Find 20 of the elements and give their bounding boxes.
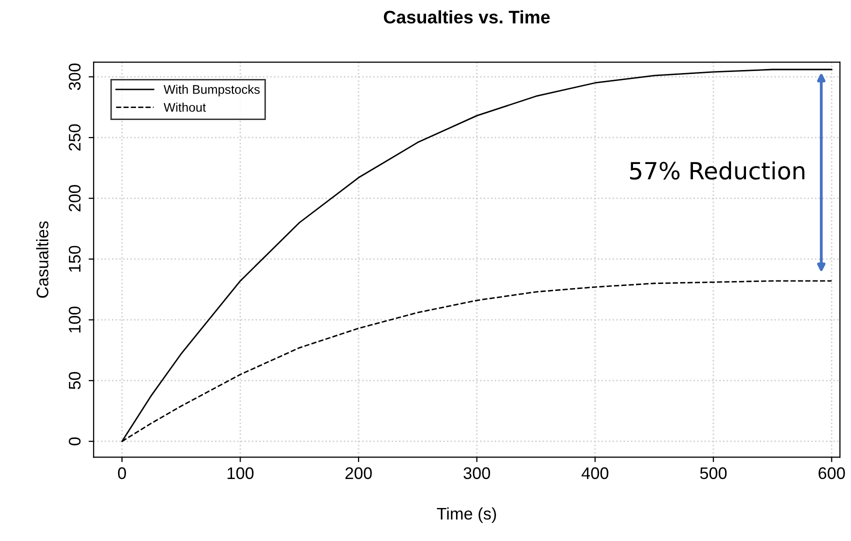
x-axis-title: Time (s): [436, 507, 496, 523]
y-tick-label: 200: [68, 185, 81, 212]
x-tick-label: 500: [700, 467, 727, 480]
x-tick-label: 400: [582, 467, 608, 480]
y-tick-label: 0: [68, 437, 81, 446]
legend-label: Without: [164, 102, 206, 112]
legend-label: With Bumpstocks: [164, 84, 260, 96]
x-tick-label: 300: [464, 467, 490, 480]
annotation: 57% Reduction: [630, 161, 804, 180]
x-tick-label: 0: [118, 467, 126, 480]
x-tick-label: 100: [228, 467, 254, 480]
y-tick-label: 250: [68, 124, 81, 151]
y-tick-label: 100: [68, 306, 81, 332]
y-tick-label: 300: [68, 64, 81, 90]
y-axis-title: Casualties: [36, 221, 48, 298]
chart-title: Casualties vs. Time: [384, 10, 550, 24]
x-tick-label: 600: [818, 467, 845, 480]
y-tick-label: 150: [68, 246, 81, 272]
y-tick-label: 50: [68, 372, 81, 390]
x-tick-label: 200: [345, 467, 372, 480]
